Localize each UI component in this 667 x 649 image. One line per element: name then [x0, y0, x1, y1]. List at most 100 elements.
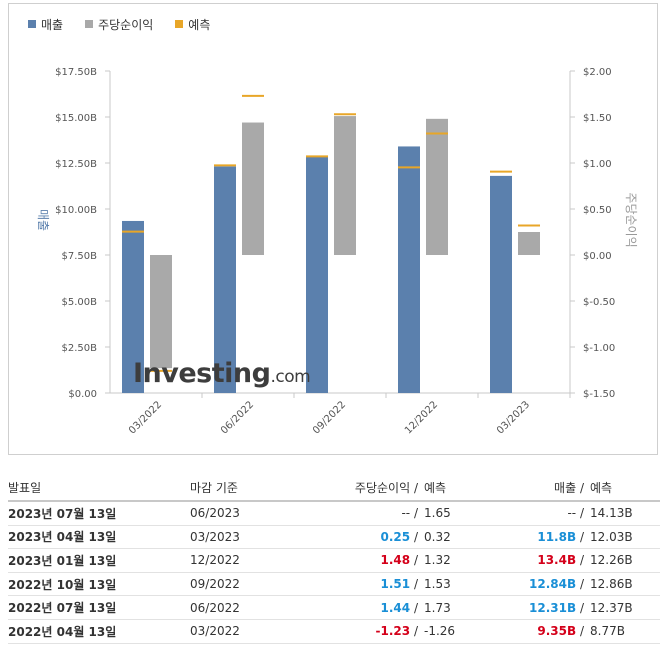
cell-revenue-forecast: 12.26B	[590, 553, 633, 568]
header-release-date[interactable]: 발표일	[8, 480, 42, 495]
cell-revenue-value: 12.84B	[529, 577, 577, 592]
cell-revenue-forecast: 8.77B	[590, 624, 625, 639]
table-row: 2023년 01월 13일 12/2022 1.48 / 1.32 13.4B / 12.…	[8, 549, 660, 573]
x-tick-label: 09/2022	[311, 399, 348, 436]
legend-label-revenue: 매출	[41, 17, 64, 32]
cell-revenue-slash: /	[579, 600, 584, 615]
x-tick-label: 06/2022	[219, 399, 256, 436]
cell-eps: 0.25 /	[318, 530, 418, 544]
cell-period-end: 03/2022	[190, 624, 240, 639]
header-revenue-slash: /	[579, 480, 584, 495]
cell-revenue: 13.4B /	[484, 553, 584, 567]
cell-eps-forecast: 1.73	[424, 600, 451, 615]
cell-eps-forecast: 1.32	[424, 553, 451, 568]
table-row: 2023년 04월 13일 03/2023 0.25 / 0.32 11.8B / 12.…	[8, 526, 660, 550]
cell-revenue-slash: /	[579, 577, 584, 592]
cell-revenue-forecast: 14.13B	[590, 506, 633, 521]
x-tick-label: 12/2022	[403, 399, 440, 436]
legend-swatch-revenue	[28, 20, 36, 28]
left-tick-label: $0.00	[68, 389, 97, 400]
cell-release-date: 2022년 07월 13일	[8, 601, 117, 616]
revenue-bar	[490, 175, 512, 393]
table-row: 2022년 04월 13일 03/2022 -1.23 / -1.26 9.35B / 8…	[8, 620, 660, 644]
legend-item-revenue[interactable]: 매출	[28, 16, 63, 33]
legend-label-forecast: 예측	[188, 17, 211, 32]
eps-bar	[518, 232, 540, 255]
legend-swatch-eps	[85, 20, 94, 28]
cell-release-date: 2022년 04월 13일	[8, 624, 117, 639]
cell-revenue: 12.31B /	[484, 601, 584, 615]
right-axis-title: 주당순이익	[624, 192, 638, 247]
cell-release-date: 2023년 07월 13일	[8, 506, 117, 521]
investing-logo: Investing.com	[133, 358, 311, 389]
cell-period-end: 09/2022	[190, 577, 240, 592]
cell-eps-forecast: -1.26	[424, 624, 456, 639]
cell-eps: 1.44 /	[318, 601, 418, 615]
chart-legend: 매출 주당순이익 예측	[28, 14, 232, 34]
table-row: 2022년 10월 13일 09/2022 1.51 /1.53 12.84B /12…	[8, 573, 660, 597]
cell-eps-value: 0.25	[380, 529, 411, 544]
cell-eps: -- /	[318, 506, 418, 520]
left-tick-label: $7.50B	[62, 251, 98, 262]
legend-item-eps[interactable]: 주당순이익	[85, 16, 153, 33]
right-tick-label: $1.00	[583, 159, 612, 170]
right-tick-label: $-1.50	[583, 389, 615, 400]
eps-bar	[426, 118, 448, 255]
right-tick-label: $-1.00	[583, 343, 615, 354]
cell-eps-forecast: 1.65	[424, 506, 451, 521]
left-tick-label: $10.00B	[55, 205, 97, 216]
cell-revenue: 12.84B /	[484, 577, 584, 591]
cell-revenue-value: 11.8B	[537, 529, 577, 544]
right-tick-label: $0.00	[583, 251, 612, 262]
cell-eps-value: 1.48	[380, 553, 411, 568]
left-tick-label: $12.50B	[55, 159, 97, 170]
cell-revenue-slash: /	[579, 624, 584, 639]
right-tick-label: $-0.50	[583, 297, 615, 308]
table-header-row: 발표일 마감 기준 주당순이익 / 예측 매출 / 예측	[8, 474, 660, 502]
right-tick-label: $0.50	[583, 205, 612, 216]
right-tick-label: $1.50	[583, 113, 612, 124]
table-body: 2023년 07월 13일 06/2023 -- / 1.65 -- / 14.13B 20…	[8, 502, 660, 644]
left-tick-label: $2.50B	[62, 343, 98, 354]
header-eps[interactable]: 주당순이익 /	[318, 479, 418, 496]
cell-revenue-forecast: 12.03B	[590, 529, 633, 544]
revenue-bar	[214, 166, 236, 393]
x-tick-label: 03/2022	[127, 399, 164, 436]
cell-period-end: 06/2023	[190, 506, 240, 521]
left-tick-label: $17.50B	[55, 67, 97, 78]
cell-period-end: 12/2022	[190, 553, 240, 568]
header-revenue-forecast[interactable]: 예측	[590, 480, 613, 495]
cell-release-date: 2023년 01월 13일	[8, 553, 117, 568]
header-revenue[interactable]: 매출 /	[484, 479, 584, 496]
cell-release-date: 2023년 04월 13일	[8, 530, 117, 545]
header-eps-forecast[interactable]: 예측	[424, 480, 447, 495]
cell-revenue: -- /	[484, 506, 584, 520]
cell-eps-slash: /	[413, 506, 418, 521]
cell-eps-slash: /	[413, 600, 418, 615]
cell-revenue-slash: /	[579, 553, 584, 568]
logo-suffix: .com	[270, 367, 311, 387]
legend-item-forecast[interactable]: 예측	[175, 16, 210, 33]
cell-revenue-value: 9.35B	[537, 624, 577, 639]
cell-eps-slash: /	[413, 553, 418, 568]
revenue-bar	[122, 220, 144, 393]
logo-brand: Investing	[133, 358, 271, 389]
eps-bar	[150, 255, 172, 369]
cell-eps: 1.51 /	[318, 577, 418, 591]
earnings-table: 발표일 마감 기준 주당순이익 / 예측 매출 / 예측 2023년 07월 1…	[8, 474, 660, 644]
eps-bar	[242, 122, 264, 256]
cell-revenue-value: 13.4B	[537, 553, 577, 568]
cell-revenue-value: 12.31B	[529, 600, 577, 615]
cell-revenue-forecast: 12.86B	[590, 577, 633, 592]
cell-eps-forecast: 0.32	[424, 529, 451, 544]
cell-eps-value: -1.23	[375, 624, 411, 639]
left-tick-label: $15.00B	[55, 113, 97, 124]
cell-eps: 1.48 /	[318, 553, 418, 567]
left-axis-title: 매출	[36, 209, 50, 231]
revenue-bar	[398, 146, 420, 393]
header-revenue-label: 매출	[554, 480, 577, 495]
header-period-end[interactable]: 마감 기준	[190, 480, 238, 495]
eps-bar	[334, 116, 356, 255]
cell-eps-slash: /	[413, 577, 418, 592]
legend-label-eps: 주당순이익	[98, 17, 154, 32]
